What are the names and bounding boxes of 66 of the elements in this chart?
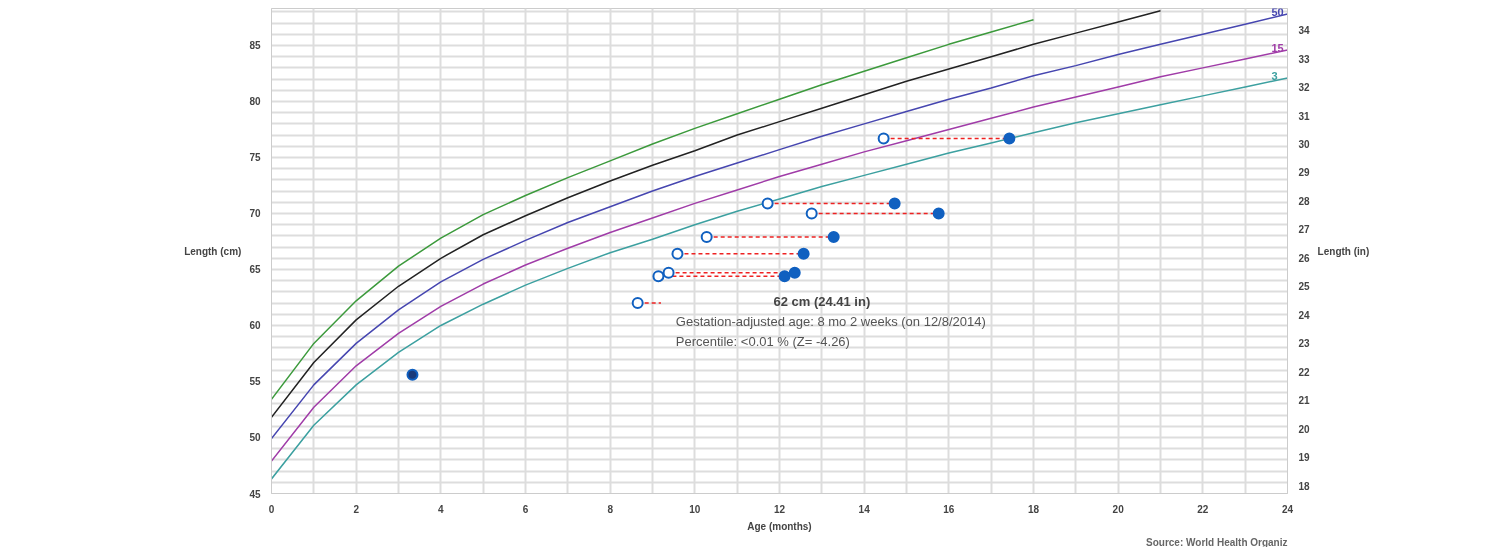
y-tick-label: 50 bbox=[249, 432, 261, 444]
y2-tick-label: 26 bbox=[1298, 252, 1311, 264]
y2-tick-label: 28 bbox=[1298, 195, 1311, 207]
point bbox=[761, 197, 774, 210]
source-note: Source: World Health Organiz bbox=[1146, 536, 1288, 547]
x-tick-label: 6 bbox=[522, 503, 529, 515]
y2-tick-label: 20 bbox=[1298, 423, 1311, 435]
y-tick-label: 75 bbox=[249, 152, 261, 164]
point bbox=[652, 270, 665, 283]
point bbox=[827, 231, 840, 243]
x-axis-title: Age (months) bbox=[747, 520, 812, 532]
x-tick-label: 10 bbox=[689, 503, 701, 515]
y2-tick-label: 30 bbox=[1298, 138, 1311, 150]
line-series bbox=[271, 9, 1162, 419]
x-tick-label: 0 bbox=[268, 503, 275, 515]
y2-tick-label: 34 bbox=[1298, 25, 1311, 37]
series-label: 50 bbox=[1271, 6, 1284, 19]
x-tick-label: 20 bbox=[1112, 503, 1125, 515]
y2-tick-label: 21 bbox=[1298, 395, 1311, 407]
y2-tick-label: 33 bbox=[1298, 53, 1311, 65]
y2-tick-label: 24 bbox=[1298, 309, 1311, 321]
y2-tick-label: 25 bbox=[1298, 281, 1311, 293]
point bbox=[671, 247, 684, 260]
point bbox=[662, 266, 675, 279]
annotation: 62 cm (24.41 in) bbox=[773, 293, 871, 309]
point bbox=[778, 270, 791, 283]
y2-tick-label: 31 bbox=[1298, 110, 1311, 122]
x-tick-label: 18 bbox=[1027, 503, 1040, 515]
y-tick-label: 80 bbox=[249, 96, 261, 108]
point bbox=[788, 266, 801, 279]
point bbox=[406, 368, 419, 381]
y-tick-label: 60 bbox=[249, 320, 261, 332]
y2-tick-label: 19 bbox=[1298, 452, 1311, 464]
y2-tick-label: 22 bbox=[1298, 366, 1311, 378]
y-tick-label: 85 bbox=[249, 40, 261, 52]
point bbox=[1003, 132, 1016, 145]
y2-tick-label: 29 bbox=[1298, 167, 1311, 179]
x-tick-label: 12 bbox=[773, 503, 786, 515]
point bbox=[631, 297, 644, 310]
x-tick-label: 22 bbox=[1197, 503, 1209, 515]
y-tick-label: 45 bbox=[249, 488, 261, 500]
x-tick-label: 16 bbox=[943, 503, 955, 515]
x-tick-label: 24 bbox=[1281, 503, 1294, 515]
point bbox=[932, 207, 945, 220]
annotation: Gestation-adjusted age: 8 mo 2 weeks (on 12/8/2014) bbox=[675, 313, 986, 329]
y-axis-title: Length (cm) bbox=[184, 245, 242, 257]
y2-tick-label: 27 bbox=[1298, 224, 1311, 236]
series-label: 3 bbox=[1271, 69, 1278, 82]
line-series bbox=[271, 18, 1035, 401]
x-tick-label: 14 bbox=[858, 503, 871, 515]
y2-tick-label: 23 bbox=[1298, 338, 1311, 350]
x-tick-label: 4 bbox=[438, 503, 445, 515]
point bbox=[877, 132, 890, 145]
y-tick-label: 55 bbox=[249, 376, 261, 388]
x-tick-label: 2 bbox=[353, 503, 360, 515]
point bbox=[700, 231, 713, 243]
point bbox=[797, 247, 810, 260]
x-tick-label: 8 bbox=[607, 503, 614, 515]
y2-tick-label: 18 bbox=[1298, 480, 1311, 492]
y2-tick-label: 32 bbox=[1298, 82, 1311, 94]
annotation: Percentile: <0.01 % (Z= -4.26) bbox=[675, 334, 850, 350]
y-tick-label: 70 bbox=[249, 208, 261, 220]
y-tick-label: 65 bbox=[249, 264, 261, 276]
y2-axis-title: Length (in) bbox=[1317, 245, 1370, 257]
point bbox=[888, 197, 901, 210]
point bbox=[805, 207, 818, 220]
